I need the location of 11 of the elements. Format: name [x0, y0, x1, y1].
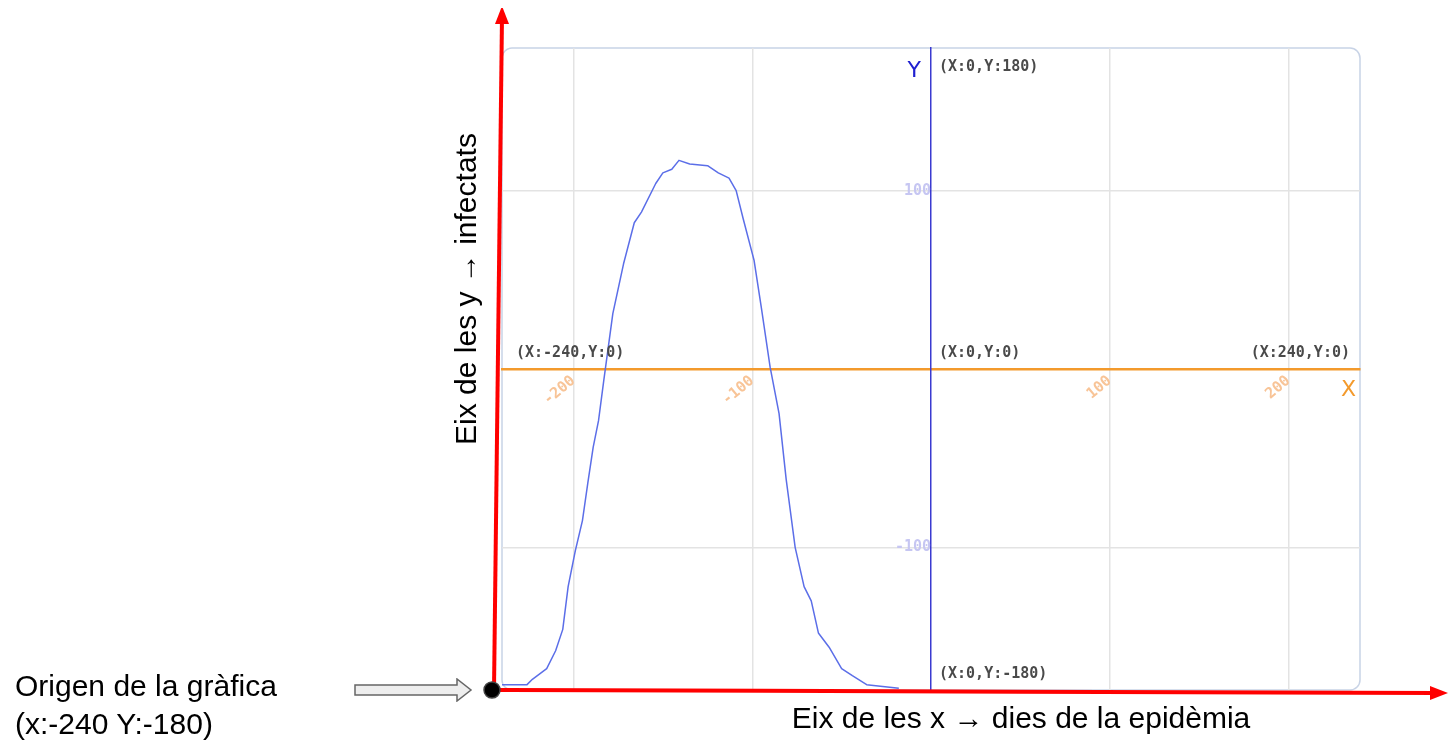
x-tick-label: 200	[1261, 371, 1294, 403]
annotation: (X:0,Y:0)	[939, 343, 1021, 362]
x-axis-title: X	[1340, 375, 1356, 401]
annotation: (X:0,Y:-180)	[939, 664, 1048, 683]
text: Eix de les y → infectats	[449, 133, 483, 445]
y-axis-title: Y	[906, 56, 922, 82]
text: Origen de la gràfica (x:-240 Y:-180)	[15, 669, 278, 741]
x-tick-label: 100	[1082, 371, 1115, 403]
text: Eix de les x → dies de la epidèmia	[791, 701, 1251, 735]
annotation: (X:240,Y:0)	[1250, 343, 1350, 362]
annotation: (X:0,Y:180)	[939, 57, 1039, 76]
